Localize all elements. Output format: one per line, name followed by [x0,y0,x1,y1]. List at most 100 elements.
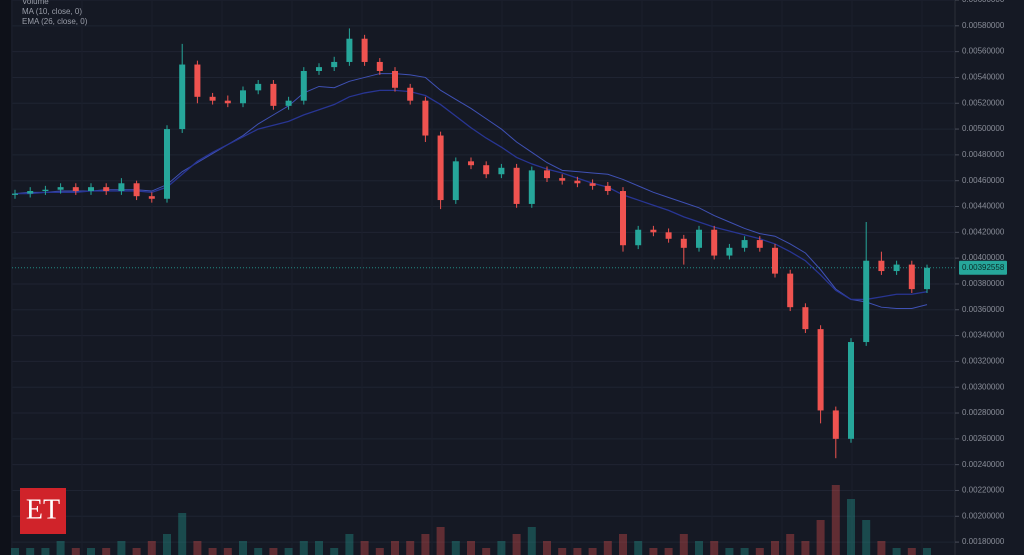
candle-body [620,191,626,246]
candle-body [498,167,505,175]
candle-body [832,410,839,439]
candle-body [331,61,338,68]
y-tick-label: 0.00580000 [962,21,1005,30]
candle-body [376,61,383,71]
price-axis: 0.00180000 0.00200000 0.00220000 0.00240000… [955,0,1007,546]
y-tick-label: 0.00240000 [962,460,1005,469]
candle-body [924,267,930,290]
candle-body [437,135,444,201]
candle-body [164,129,170,199]
candle-body [787,273,794,308]
candle-body [346,38,353,62]
candle-body [574,180,581,184]
volume-bar [451,541,460,555]
volume-bar [497,541,506,555]
volume-bar [223,548,232,555]
volume-bar [71,548,80,555]
candle-body [848,342,854,439]
candle-body [209,96,216,101]
volume-bar [421,534,430,555]
y-tick-label: 0.00520000 [962,98,1005,107]
volume-bar [588,548,597,555]
volume-bar [163,534,171,555]
candle-body [908,264,915,290]
volume-bar [117,541,126,555]
y-tick-label: 0.00300000 [962,382,1005,391]
volume-bar [695,541,703,555]
volume-bar [41,548,50,555]
candle-body [756,240,763,248]
candle-body [27,191,34,194]
candle-body [817,329,824,411]
legend-entry: EMA (26, close, 0) [22,17,88,26]
y-tick-label: 0.00340000 [962,331,1005,340]
volume-bar [619,534,627,555]
volume-bar [710,541,719,555]
y-tick-label: 0.00400000 [962,253,1005,262]
candle-body [392,70,398,88]
candle-body [680,238,687,248]
y-tick-label: 0.00600000 [962,0,1005,4]
volume-bar [740,548,749,555]
volume-bar [679,534,688,555]
candle-body [483,165,490,175]
volume-bar [923,548,931,555]
y-tick-label: 0.00320000 [962,357,1005,366]
candle-body [270,83,277,106]
y-tick-label: 0.00500000 [962,124,1005,133]
candle-body [42,189,49,192]
volume-bar [208,548,217,555]
candles [12,28,930,459]
legend-entry: Volume [22,0,49,6]
y-tick-label: 0.00200000 [962,511,1005,520]
candle-body [422,100,429,136]
candle-body [665,232,672,239]
logo-text: ET [26,494,60,525]
candle-body [452,161,459,201]
candle-body [559,178,566,181]
volume-bar [299,541,308,555]
candle-body [726,247,733,256]
volume-bar [558,548,567,555]
volume-bar [56,541,65,555]
volume-bar [467,541,475,555]
candle-body [179,64,186,130]
y-tick-label: 0.00280000 [962,408,1005,417]
candle-body [544,170,550,179]
candle-body [528,170,535,204]
volume-bar [831,485,840,555]
left-toolbar [0,0,11,555]
volume-bar [193,541,202,555]
volume-bar [360,541,369,555]
candle-body [88,187,94,192]
last-price-label: 0.00392558 [962,263,1005,272]
volume-bar [755,548,764,555]
candle-body [741,240,748,248]
volume-pane [11,485,931,555]
y-tick-label: 0.00380000 [962,279,1005,288]
candle-body [650,229,657,233]
volume-bar [11,548,19,555]
y-tick-label: 0.00220000 [962,486,1005,495]
y-tick-label: 0.00440000 [962,202,1005,211]
candle-body [696,229,702,248]
volume-bar [527,527,536,555]
volume-bar [543,541,551,555]
volume-bar [132,548,141,555]
volume-bar [907,548,916,555]
candle-body [255,83,262,91]
candle-body [194,64,201,97]
volume-bar [664,548,673,555]
volume-bar [877,541,886,555]
candle-body [711,229,718,256]
volume-bar [847,499,855,555]
volume-bar [482,548,491,555]
volume-bar [862,520,871,555]
y-tick-label: 0.00180000 [962,537,1005,546]
volume-bar [284,548,293,555]
candle-body [878,260,885,272]
volume-bar [254,548,263,555]
y-tick-label: 0.00360000 [962,305,1005,314]
